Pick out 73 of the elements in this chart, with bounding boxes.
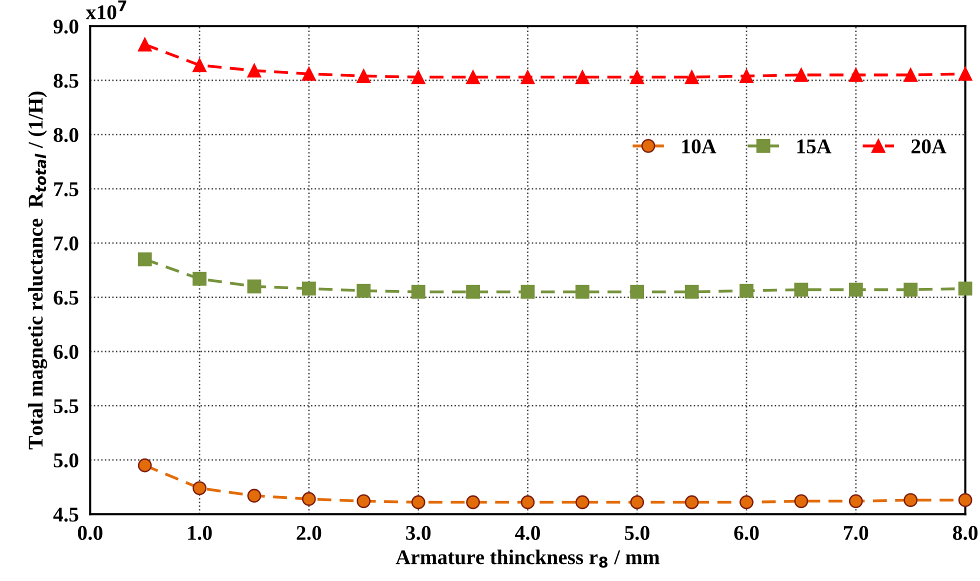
point	[411, 495, 426, 510]
point	[247, 64, 262, 78]
point	[958, 493, 972, 508]
point	[411, 70, 426, 84]
point	[466, 70, 480, 84]
point	[138, 252, 152, 266]
point	[466, 495, 480, 510]
y-axis-title: Total magnetic reluctance R$_{total}$ / (1/H)	[28, 92, 48, 450]
point	[740, 69, 754, 83]
point	[684, 495, 699, 510]
x-tick-label: 5.0	[624, 526, 650, 540]
point	[630, 284, 644, 299]
point	[520, 495, 535, 510]
point	[958, 66, 972, 81]
legend-label: 10A	[682, 139, 716, 154]
point	[192, 58, 206, 72]
point	[302, 66, 316, 81]
point	[575, 284, 590, 299]
y-tick-label: 5.0	[54, 453, 78, 468]
point	[848, 282, 863, 297]
point	[684, 70, 699, 84]
x-tick-label: 0.0	[78, 526, 102, 540]
point	[684, 284, 699, 299]
point	[247, 488, 262, 503]
point	[302, 282, 316, 296]
x-tick-label: 7.0	[844, 526, 868, 540]
point	[356, 69, 371, 83]
legend-label: 15A	[797, 139, 832, 154]
y-tick-label: 7.0	[54, 236, 78, 251]
point	[302, 492, 316, 506]
y-tick-label: 8.5	[54, 74, 78, 88]
x-tick-label: 3.0	[406, 526, 431, 540]
point	[794, 68, 808, 82]
point	[466, 284, 480, 299]
point	[520, 70, 535, 84]
y-tick-label: 6.0	[54, 344, 78, 360]
x-tick-label: 8.0	[952, 526, 978, 540]
y-tick-label: 6.5	[54, 290, 78, 305]
y-tick-label: 4.5	[53, 508, 78, 522]
point	[356, 284, 371, 298]
point	[904, 493, 918, 508]
point	[848, 494, 863, 508]
point	[630, 495, 644, 510]
x-tick-label: 6.0	[734, 526, 759, 540]
point	[958, 282, 972, 296]
point	[740, 284, 754, 298]
point	[356, 494, 371, 508]
point	[520, 284, 535, 299]
text: x10$^{7}$	[86, 0, 126, 20]
point	[848, 68, 863, 82]
x-tick-label: 2.0	[296, 526, 322, 540]
point	[138, 38, 152, 52]
point	[138, 458, 152, 472]
point	[904, 68, 918, 82]
point	[794, 494, 808, 508]
y-tick-label: 9.0	[54, 20, 78, 34]
x-axis-title: Armature thinckness r$_{8}$ / mm	[396, 550, 660, 568]
point	[630, 70, 644, 84]
point	[192, 272, 206, 286]
point	[575, 495, 590, 510]
x-tick-label: 1.0	[188, 526, 212, 540]
y-tick-label: 8.0	[54, 128, 78, 142]
legend-label: 20A	[912, 139, 946, 154]
point	[740, 495, 754, 510]
point	[411, 284, 426, 299]
point	[575, 70, 590, 84]
point	[794, 282, 808, 297]
point	[192, 481, 206, 496]
y-tick-label: 5.5	[54, 399, 78, 414]
y-tick-label: 7.5	[54, 182, 78, 196]
x-tick-label: 4.0	[514, 526, 540, 540]
point	[247, 279, 262, 294]
point	[904, 282, 918, 297]
